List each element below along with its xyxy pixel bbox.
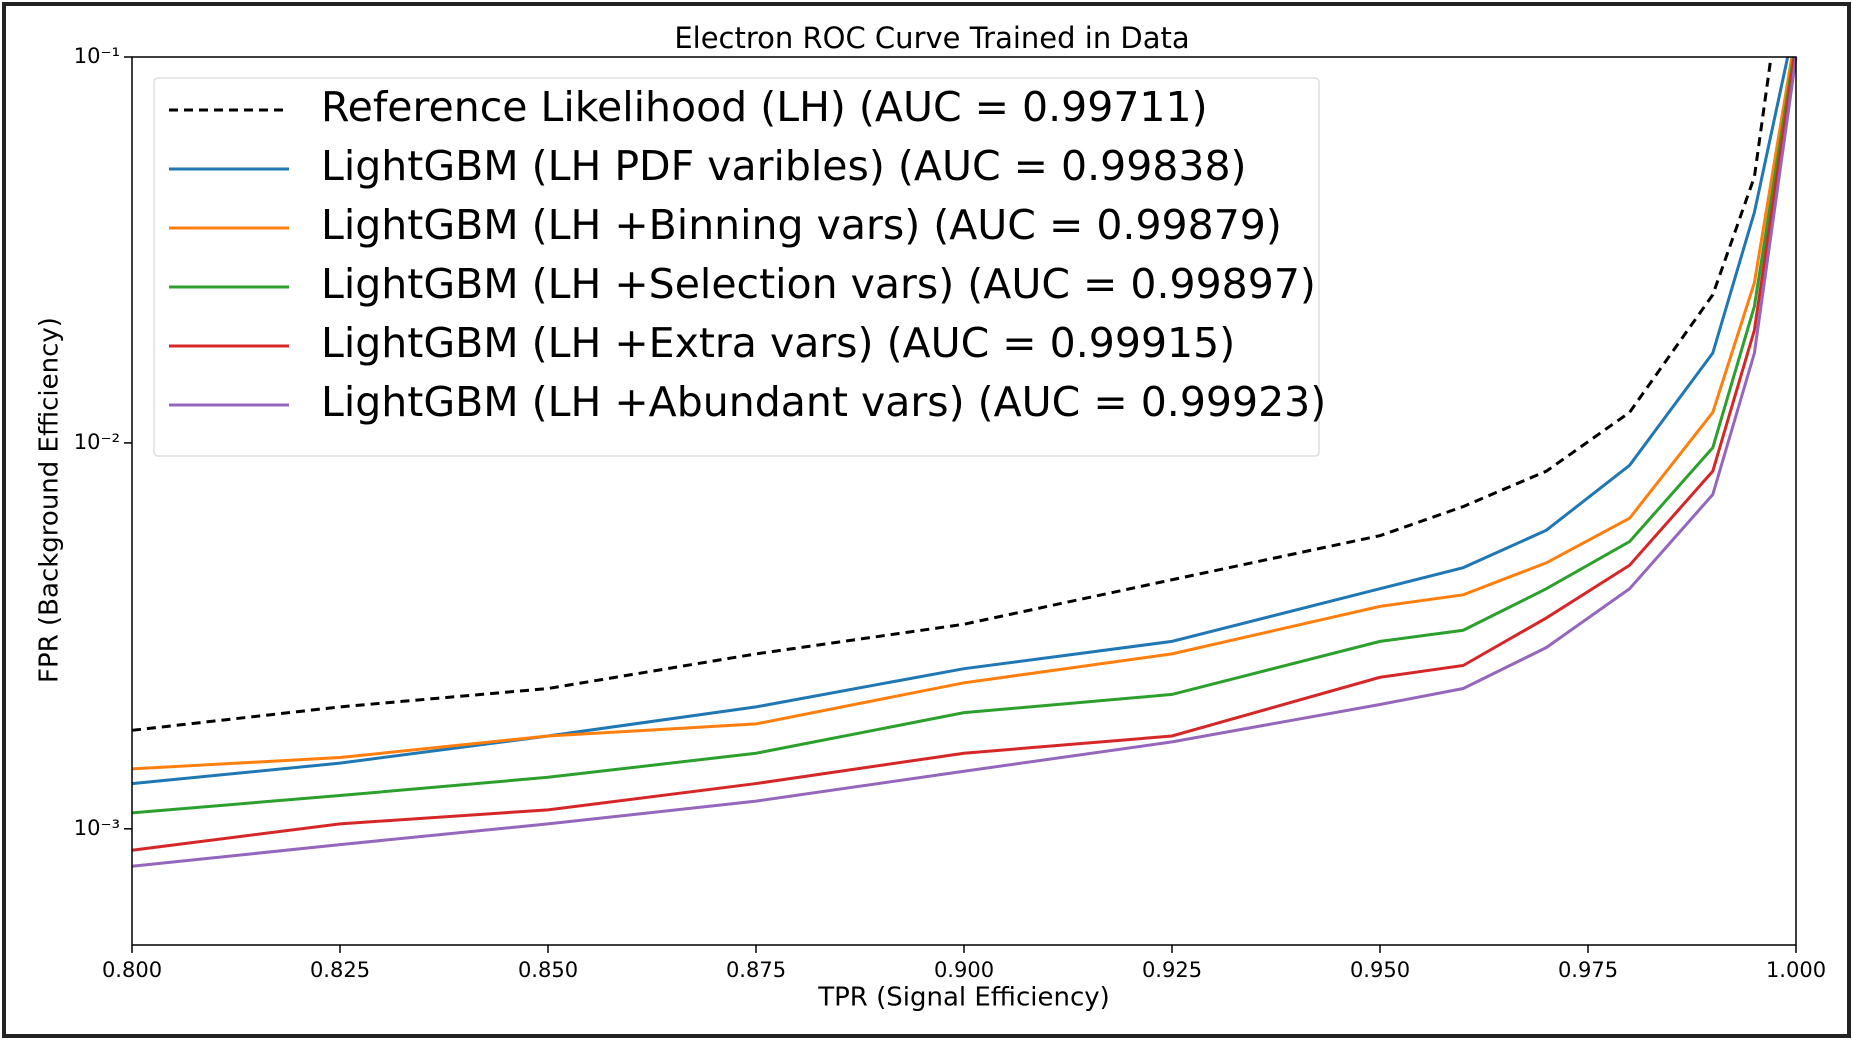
- x-axis-label: TPR (Signal Efficiency): [817, 983, 1110, 1013]
- x-tick-label: 0.850: [518, 958, 578, 982]
- x-tick-label: 0.925: [1142, 958, 1202, 982]
- roc-curve: [131, 56, 1798, 868]
- roc-curve: [131, 56, 1796, 852]
- legend-label: LightGBM (LH +Selection vars) (AUC = 0.9…: [321, 260, 1316, 308]
- y-tick-label: 10⁻³: [74, 816, 120, 840]
- chart-title: Electron ROC Curve Trained in Data: [674, 21, 1189, 55]
- plot-border: [131, 56, 1797, 946]
- x-tick-label: 0.950: [1350, 958, 1410, 982]
- x-tick-label: 0.975: [1558, 958, 1618, 982]
- x-tick-label: 0.900: [934, 958, 994, 982]
- y-axis-label: FPR (Background Efficiency): [35, 317, 65, 683]
- x-tick-label: 0.825: [310, 958, 370, 982]
- y-tick-label: 10⁻²: [74, 430, 120, 454]
- y-tick-label: 10⁻¹: [74, 44, 120, 68]
- roc-curve: [131, 56, 1794, 771]
- x-tick-label: 0.875: [726, 958, 786, 982]
- legend-label: Reference Likelihood (LH) (AUC = 0.99711…: [321, 83, 1208, 131]
- roc-curve: [131, 56, 1795, 815]
- legend-label: LightGBM (LH +Abundant vars) (AUC = 0.99…: [321, 378, 1326, 426]
- legend-label: LightGBM (LH PDF varibles) (AUC = 0.9983…: [321, 142, 1247, 190]
- x-tick-label: 1.000: [1766, 958, 1826, 982]
- x-tick-label: 0.800: [102, 958, 162, 982]
- legend-label: LightGBM (LH +Binning vars) (AUC = 0.998…: [321, 201, 1282, 249]
- legend-box: [153, 77, 1320, 457]
- legend-label: LightGBM (LH +Extra vars) (AUC = 0.99915…: [321, 319, 1235, 367]
- roc-curve: [131, 56, 1773, 732]
